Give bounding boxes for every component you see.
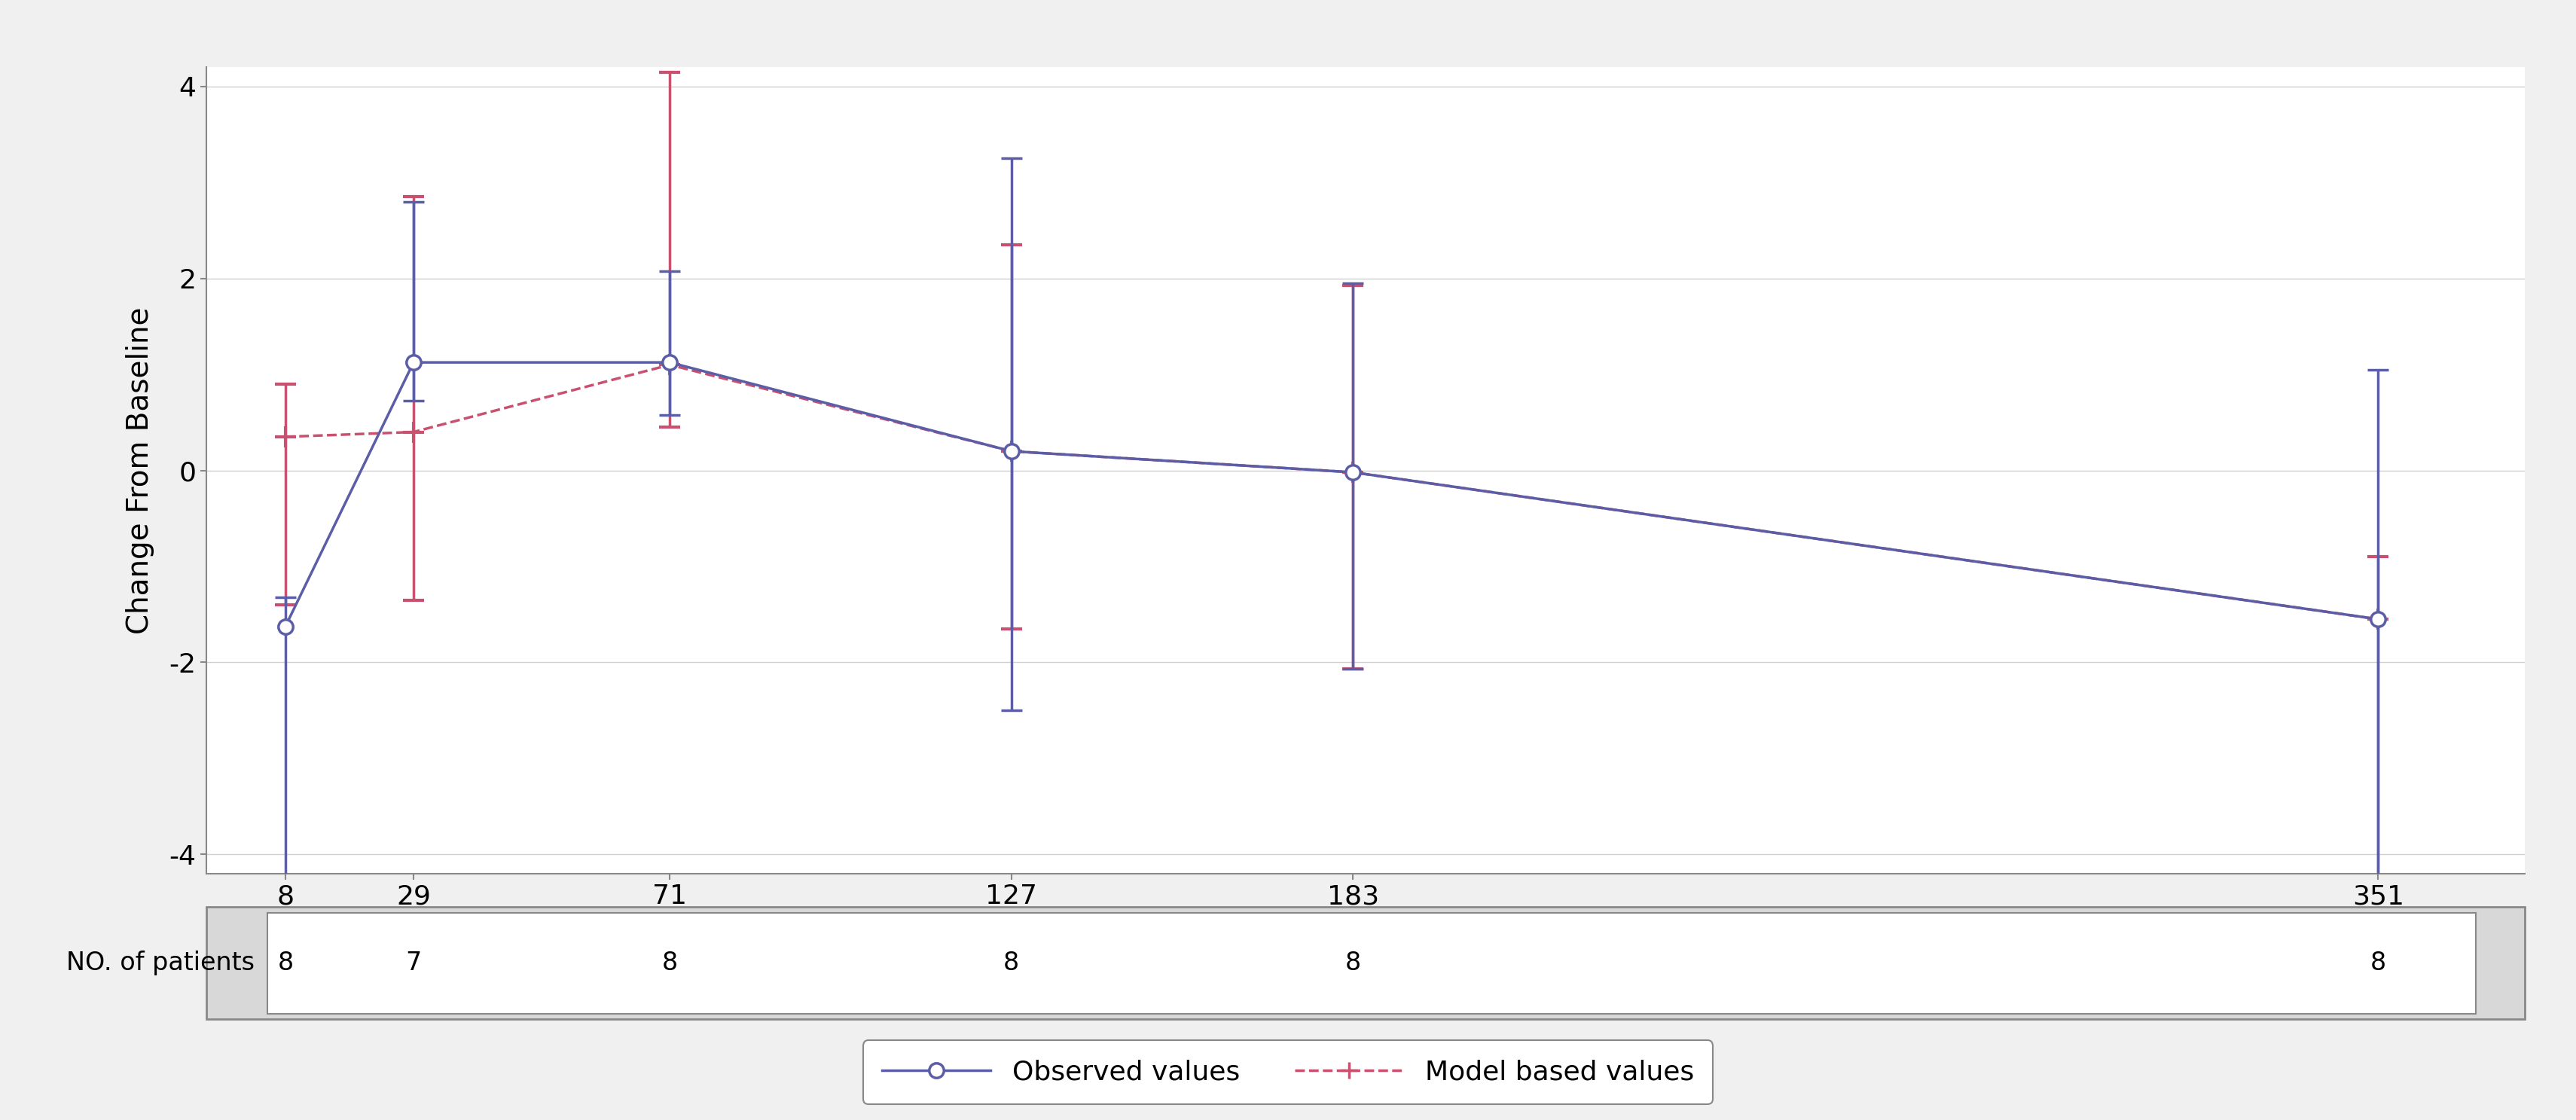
Text: 7: 7 [404,951,422,976]
Text: 8: 8 [662,951,677,976]
X-axis label: Visit (Days): Visit (Days) [1283,922,1448,951]
Text: 8: 8 [1005,951,1020,976]
Y-axis label: Change From Baseline: Change From Baseline [126,307,155,634]
Text: 8: 8 [2370,951,2385,976]
Text: NO. of patients: NO. of patients [67,951,255,976]
Text: 8: 8 [1345,951,1360,976]
Legend: Observed values, Model based values: Observed values, Model based values [863,1040,1713,1104]
Text: 8: 8 [278,951,294,976]
